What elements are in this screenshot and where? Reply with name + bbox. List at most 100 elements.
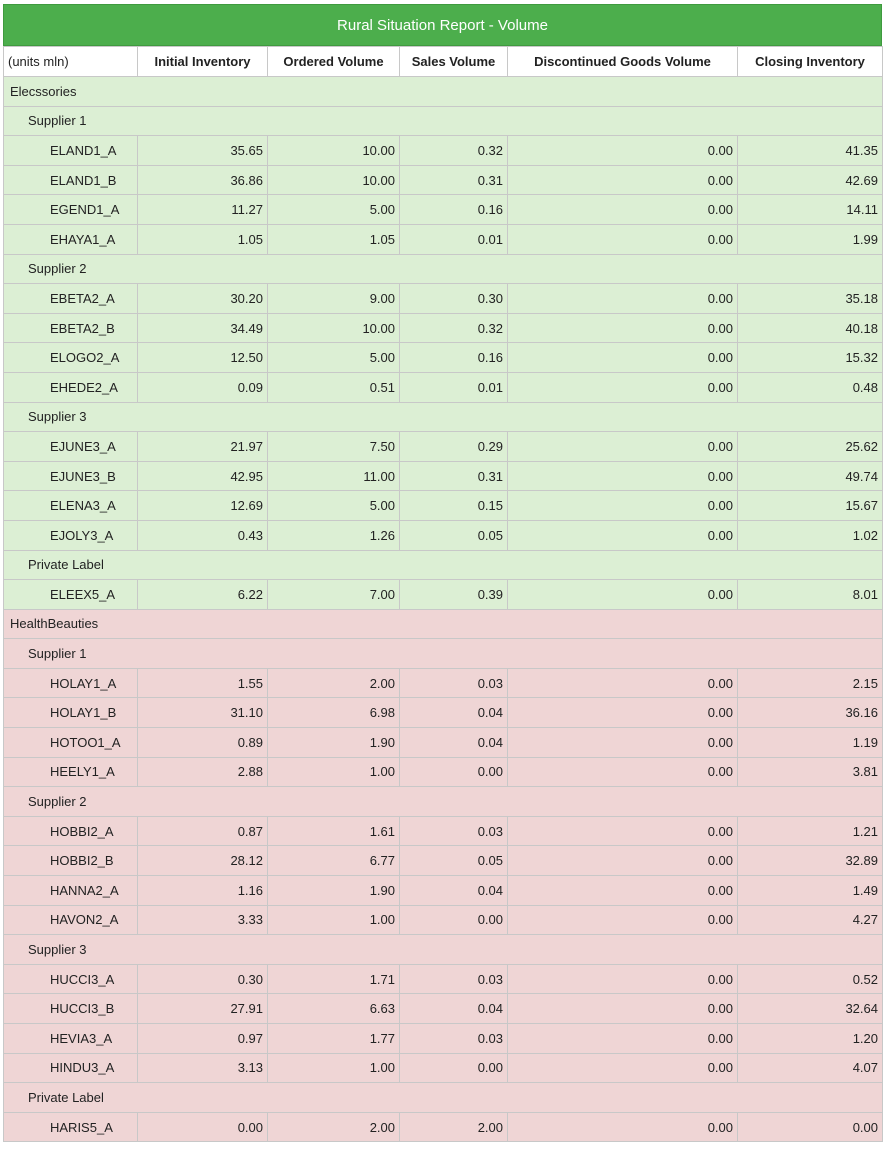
item-code-cell: ELAND1_B <box>3 164 138 196</box>
sales-volume-cell: 0.01 <box>399 223 508 255</box>
item-code-cell: EGEND1_A <box>3 194 138 225</box>
closing-inventory-cell: 0.00 <box>737 1111 883 1143</box>
table-row[interactable]: EJUNE3_B 42.95 11.00 0.31 0.00 49.74 <box>3 460 883 492</box>
sales-volume-cell: 0.32 <box>399 312 508 344</box>
initial-inventory-cell: 0.30 <box>137 963 268 995</box>
table-row[interactable]: ELOGO2_A 12.50 5.00 0.16 0.00 15.32 <box>3 342 883 373</box>
ordered-volume-cell: 11.00 <box>267 460 400 492</box>
table-row[interactable]: HOLAY1_A 1.55 2.00 0.03 0.00 2.15 <box>3 667 883 699</box>
discontinued-goods-volume-cell: 0.00 <box>507 194 738 225</box>
supplier-row[interactable]: Supplier 1 <box>3 638 883 669</box>
supplier-label[interactable]: Supplier 2 <box>3 253 883 285</box>
column-header-ordered-volume[interactable]: Ordered Volume <box>267 46 400 77</box>
table-row[interactable]: ELENA3_A 12.69 5.00 0.15 0.00 15.67 <box>3 490 883 521</box>
initial-inventory-cell: 27.91 <box>137 993 268 1024</box>
closing-inventory-cell: 32.89 <box>737 845 883 877</box>
supplier-label[interactable]: Supplier 3 <box>3 401 883 433</box>
table-row[interactable]: HINDU3_A 3.13 1.00 0.00 0.00 4.07 <box>3 1052 883 1084</box>
ordered-volume-cell: 7.50 <box>267 431 400 462</box>
discontinued-goods-volume-cell: 0.00 <box>507 1052 738 1084</box>
initial-inventory-cell: 0.97 <box>137 1023 268 1054</box>
ordered-volume-cell: 10.00 <box>267 312 400 344</box>
sales-volume-cell: 0.04 <box>399 697 508 729</box>
table-row[interactable]: HUCCI3_A 0.30 1.71 0.03 0.00 0.52 <box>3 963 883 995</box>
column-header-initial-inventory[interactable]: Initial Inventory <box>137 46 268 77</box>
closing-inventory-cell: 1.20 <box>737 1023 883 1054</box>
sales-volume-cell: 0.03 <box>399 963 508 995</box>
table-row[interactable]: HOBBI2_B 28.12 6.77 0.05 0.00 32.89 <box>3 845 883 877</box>
table-row[interactable]: HOTOO1_A 0.89 1.90 0.04 0.00 1.19 <box>3 727 883 758</box>
discontinued-goods-volume-cell: 0.00 <box>507 164 738 196</box>
item-code-cell: EHAYA1_A <box>3 223 138 255</box>
category-label[interactable]: HealthBeauties <box>3 608 883 640</box>
category-label[interactable]: Elecssories <box>3 76 883 107</box>
closing-inventory-cell: 0.52 <box>737 963 883 995</box>
table-row[interactable]: EHEDE2_A 0.09 0.51 0.01 0.00 0.48 <box>3 371 883 403</box>
sales-volume-cell: 0.15 <box>399 490 508 521</box>
ordered-volume-cell: 6.63 <box>267 993 400 1024</box>
supplier-label[interactable]: Supplier 1 <box>3 638 883 669</box>
sales-volume-cell: 0.29 <box>399 431 508 462</box>
supplier-label[interactable]: Supplier 1 <box>3 105 883 137</box>
table-row[interactable]: HOLAY1_B 31.10 6.98 0.04 0.00 36.16 <box>3 697 883 729</box>
sales-volume-cell: 0.39 <box>399 579 508 610</box>
sales-volume-cell: 0.04 <box>399 993 508 1024</box>
table-row[interactable]: HUCCI3_B 27.91 6.63 0.04 0.00 32.64 <box>3 993 883 1024</box>
table-row[interactable]: EHAYA1_A 1.05 1.05 0.01 0.00 1.99 <box>3 223 883 255</box>
supplier-row[interactable]: Supplier 2 <box>3 786 883 817</box>
column-header-discontinued-goods-volume[interactable]: Discontinued Goods Volume <box>507 46 738 77</box>
item-code-cell: HOLAY1_B <box>3 697 138 729</box>
category-row[interactable]: Elecssories <box>3 76 883 107</box>
table-row[interactable]: HEVIA3_A 0.97 1.77 0.03 0.00 1.20 <box>3 1023 883 1054</box>
supplier-row[interactable]: Private Label <box>3 549 883 581</box>
discontinued-goods-volume-cell: 0.00 <box>507 312 738 344</box>
ordered-volume-cell: 1.05 <box>267 223 400 255</box>
initial-inventory-cell: 21.97 <box>137 431 268 462</box>
ordered-volume-cell: 1.00 <box>267 904 400 936</box>
table-row[interactable]: HANNA2_A 1.16 1.90 0.04 0.00 1.49 <box>3 875 883 906</box>
supplier-row[interactable]: Private Label <box>3 1082 883 1113</box>
table-row[interactable]: HARIS5_A 0.00 2.00 2.00 0.00 0.00 <box>3 1111 883 1143</box>
initial-inventory-cell: 34.49 <box>137 312 268 344</box>
table-row[interactable]: EJOLY3_A 0.43 1.26 0.05 0.00 1.02 <box>3 519 883 551</box>
supplier-row[interactable]: Supplier 3 <box>3 401 883 433</box>
closing-inventory-cell: 4.27 <box>737 904 883 936</box>
table-row[interactable]: HEELY1_A 2.88 1.00 0.00 0.00 3.81 <box>3 756 883 788</box>
item-code-cell: EBETA2_B <box>3 312 138 344</box>
item-code-cell: HANNA2_A <box>3 875 138 906</box>
table-row[interactable]: HAVON2_A 3.33 1.00 0.00 0.00 4.27 <box>3 904 883 936</box>
table-row[interactable]: ELEEX5_A 6.22 7.00 0.39 0.00 8.01 <box>3 579 883 610</box>
item-code-cell: HINDU3_A <box>3 1052 138 1084</box>
table-body: Elecssories Supplier 1 ELAND1_A 35.65 10.00 0… <box>3 76 883 1143</box>
ordered-volume-cell: 10.00 <box>267 135 400 166</box>
initial-inventory-cell: 0.09 <box>137 371 268 403</box>
ordered-volume-cell: 1.61 <box>267 815 400 847</box>
closing-inventory-cell: 14.11 <box>737 194 883 225</box>
closing-inventory-cell: 42.69 <box>737 164 883 196</box>
initial-inventory-cell: 0.00 <box>137 1111 268 1143</box>
table-row[interactable]: ELAND1_B 36.86 10.00 0.31 0.00 42.69 <box>3 164 883 196</box>
table-row[interactable]: EGEND1_A 11.27 5.00 0.16 0.00 14.11 <box>3 194 883 225</box>
table-row[interactable]: EBETA2_A 30.20 9.00 0.30 0.00 35.18 <box>3 283 883 314</box>
supplier-row[interactable]: Supplier 1 <box>3 105 883 137</box>
table-row[interactable]: EJUNE3_A 21.97 7.50 0.29 0.00 25.62 <box>3 431 883 462</box>
supplier-label[interactable]: Private Label <box>3 549 883 581</box>
discontinued-goods-volume-cell: 0.00 <box>507 371 738 403</box>
closing-inventory-cell: 25.62 <box>737 431 883 462</box>
ordered-volume-cell: 1.26 <box>267 519 400 551</box>
table-row[interactable]: ELAND1_A 35.65 10.00 0.32 0.00 41.35 <box>3 135 883 166</box>
column-header-units[interactable]: (units mln) <box>3 46 138 77</box>
supplier-label[interactable]: Private Label <box>3 1082 883 1113</box>
supplier-row[interactable]: Supplier 3 <box>3 934 883 965</box>
supplier-row[interactable]: Supplier 2 <box>3 253 883 285</box>
column-header-sales-volume[interactable]: Sales Volume <box>399 46 508 77</box>
table-row[interactable]: HOBBI2_A 0.87 1.61 0.03 0.00 1.21 <box>3 815 883 847</box>
closing-inventory-cell: 15.67 <box>737 490 883 521</box>
column-header-closing-inventory[interactable]: Closing Inventory <box>737 46 883 77</box>
table-row[interactable]: EBETA2_B 34.49 10.00 0.32 0.00 40.18 <box>3 312 883 344</box>
category-row[interactable]: HealthBeauties <box>3 608 883 640</box>
closing-inventory-cell: 41.35 <box>737 135 883 166</box>
supplier-label[interactable]: Supplier 2 <box>3 786 883 817</box>
item-code-cell: ELEEX5_A <box>3 579 138 610</box>
supplier-label[interactable]: Supplier 3 <box>3 934 883 965</box>
